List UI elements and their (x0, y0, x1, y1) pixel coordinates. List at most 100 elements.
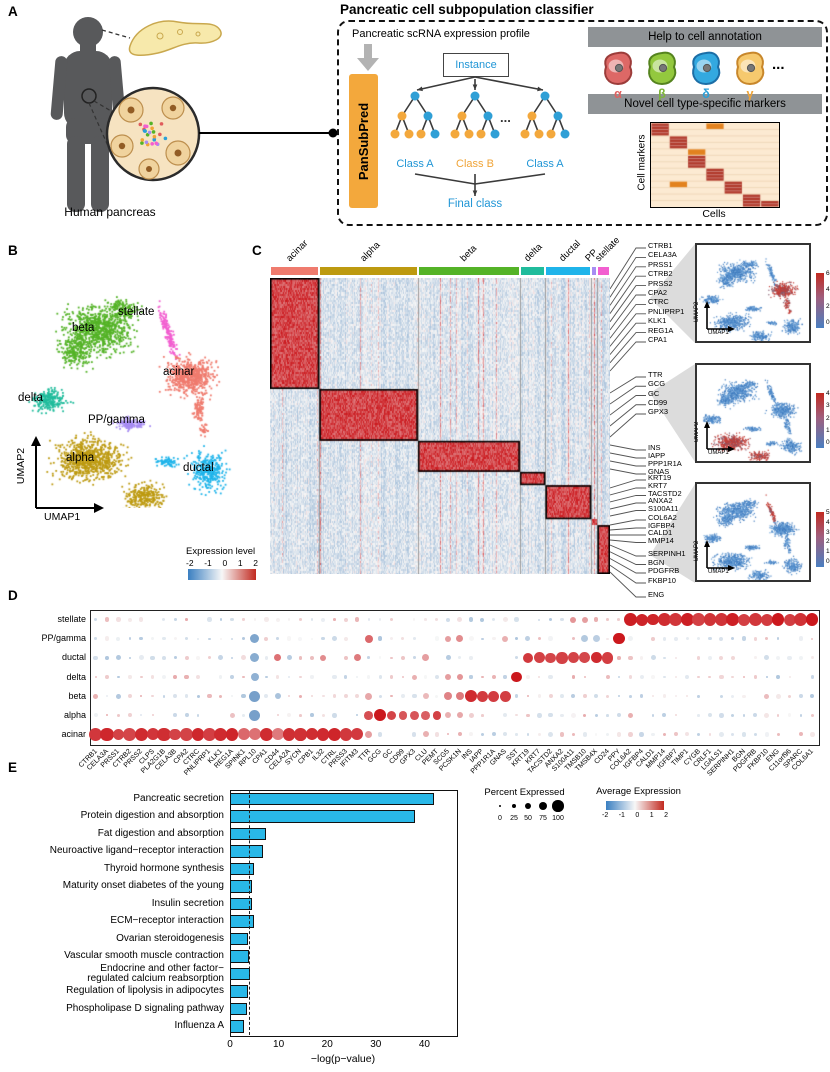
gene-connector (610, 275, 646, 314)
dotplot-dot (538, 675, 541, 679)
feature-colorbar-tick: 0 (826, 439, 830, 446)
annotation-banner-label: Help to cell annotation (648, 31, 762, 43)
dotplot-dot (669, 612, 683, 627)
dotplot-dot (764, 655, 770, 661)
dotplot-dot (651, 713, 655, 717)
dotplot-dot (613, 633, 625, 645)
dotplot-dot (571, 732, 576, 737)
dotplot-dot (492, 636, 496, 641)
dotplot-dot (219, 637, 222, 640)
pathway-label: Pancreatic secretion (133, 792, 224, 804)
dotplot-dot (447, 733, 450, 736)
dotplot-dot (219, 618, 222, 621)
class-label-1: Class B (456, 158, 494, 170)
dotplot-dot (537, 732, 542, 737)
dotplot-dot (680, 613, 694, 627)
dotplot-dot (286, 713, 292, 718)
dotplot-dot (674, 675, 677, 679)
dotplot-dot (765, 675, 768, 679)
gene-label-GPX3: GPX3 (648, 407, 669, 416)
dotplot-dot (162, 618, 166, 622)
feature-colorbar-tick: 2 (826, 414, 830, 422)
feature-axes (704, 421, 735, 452)
dotplot-dot (567, 652, 580, 664)
dotplot-dot (184, 674, 190, 680)
dotplot-dot (351, 728, 364, 741)
annotation-segment-acinar (271, 267, 319, 275)
dotplot-dot (421, 710, 430, 720)
gene-connector (610, 510, 646, 517)
dotplot-dot (798, 636, 804, 641)
dotplot-dot (365, 692, 373, 700)
feature-colorbar-tick: 3 (826, 402, 830, 410)
dotplot-dot (196, 637, 200, 640)
percent-legend-tick: 25 (510, 815, 518, 822)
cell-β-icon (644, 50, 680, 86)
dotplot-dot (411, 732, 417, 737)
dotplot-dot (241, 655, 246, 661)
percent-legend-dot (499, 805, 501, 807)
dotplot-dot (754, 656, 757, 660)
callout-wedge (650, 484, 695, 583)
dotplot-dot (250, 653, 260, 663)
dotplot-dot (590, 652, 602, 664)
dotplot-dot (639, 656, 644, 660)
dotplot-dot (332, 674, 337, 680)
dotplot-dot (173, 694, 178, 699)
dotplot-dot (94, 617, 98, 622)
avg-legend-tick: 1 (649, 812, 654, 819)
gene-connector (610, 247, 646, 290)
dotplot-dot (464, 690, 478, 703)
dotplot-dot (287, 675, 291, 679)
dotplot-dot (139, 636, 143, 641)
umap-plot (18, 258, 243, 508)
dotplot-dot (742, 713, 746, 717)
dotplot-dot (365, 730, 373, 738)
dotplot-dot (139, 617, 144, 622)
dotplot-dot (662, 694, 667, 698)
feature-colorbar-tick: 4 (826, 390, 830, 397)
dotplot-dot (305, 728, 318, 741)
dotplot-dot (662, 636, 667, 641)
dotplot-dot (570, 712, 576, 718)
dotplot-dot (423, 675, 428, 679)
dotplot-dot (237, 728, 250, 741)
dotplot-dot (511, 671, 522, 683)
dotplot-dot (559, 732, 565, 737)
feature-colorbar-tick: 5 (826, 509, 830, 516)
dotplot-dot (316, 728, 330, 741)
dotplot-dot (753, 636, 758, 641)
dotplot-dot (617, 656, 621, 660)
dotplot-dot (623, 613, 637, 626)
dotplot-dot (685, 675, 690, 679)
gene-label-CPA1: CPA1 (648, 335, 668, 344)
dotplot-dot (480, 732, 485, 737)
dotplot-dot (605, 674, 610, 680)
dotplot-dot (434, 674, 440, 680)
dotplot-dot (411, 674, 417, 680)
annotation-segment-stellate (598, 267, 609, 275)
dotplot-dot (799, 714, 803, 717)
umap-cluster-label-delta: delta (18, 392, 43, 404)
dotplot-dot (514, 694, 519, 699)
dotplot-dot (299, 713, 302, 717)
dotplot-dot (294, 728, 307, 741)
dotplot-dot (445, 674, 452, 680)
dotplot-dot (105, 714, 109, 717)
dotplot-dot (639, 674, 644, 679)
dotplot-dot (151, 714, 154, 717)
dotplot-dot (93, 713, 98, 718)
dotplot-dot (276, 714, 279, 717)
gene-label-REG1A: REG1A (648, 325, 674, 335)
gene-label-ENG: ENG (648, 590, 665, 599)
annotation-banner: Help to cell annotation (588, 27, 822, 47)
annotation-segment-alpha (320, 267, 417, 275)
gene-label-CPA2: CPA2 (648, 288, 668, 297)
dotplot-dot (673, 636, 678, 641)
dotplot-dot (469, 732, 473, 737)
dotplot-dot (514, 656, 519, 660)
dotplot-dot (231, 656, 234, 659)
dotplot-dot (242, 713, 245, 717)
dotplot-dot (138, 655, 144, 661)
dotplot-dot (332, 694, 337, 698)
